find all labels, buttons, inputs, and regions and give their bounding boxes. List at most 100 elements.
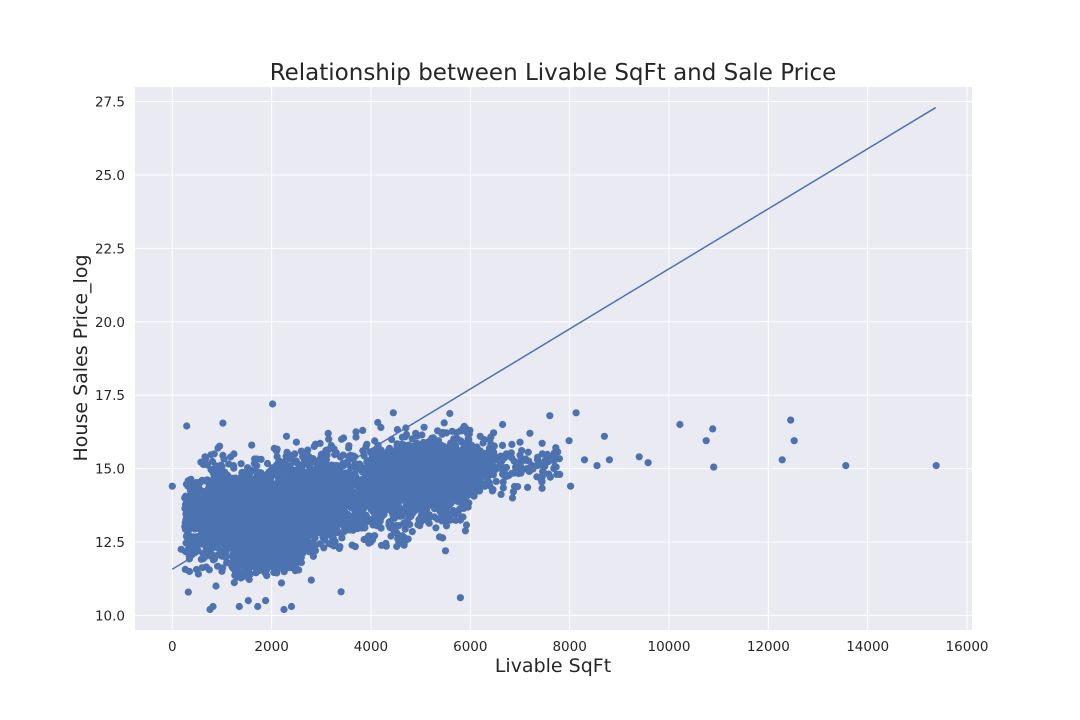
data-point <box>231 566 239 574</box>
data-point <box>225 460 233 468</box>
data-point <box>446 409 454 418</box>
data-point <box>233 573 241 581</box>
data-point <box>248 499 256 508</box>
data-point <box>297 513 305 521</box>
data-point <box>296 471 304 479</box>
data-point <box>198 564 206 572</box>
data-point <box>393 542 401 551</box>
data-point <box>276 480 284 488</box>
data-point <box>257 455 265 463</box>
data-point <box>356 461 365 469</box>
data-point <box>255 485 263 493</box>
data-point <box>407 512 415 521</box>
data-point <box>245 549 253 558</box>
data-point <box>437 515 446 524</box>
data-point <box>431 513 439 521</box>
data-point <box>432 524 440 532</box>
data-point <box>290 531 298 539</box>
data-point <box>336 543 344 551</box>
data-point <box>326 515 334 523</box>
data-point <box>282 452 290 460</box>
data-point <box>464 430 472 438</box>
data-point <box>197 524 205 532</box>
data-point <box>259 471 267 479</box>
data-point <box>309 552 317 560</box>
data-point <box>351 463 359 471</box>
data-point <box>211 525 219 533</box>
data-point <box>291 466 299 474</box>
data-point <box>230 464 238 472</box>
data-point <box>265 488 273 496</box>
data-point <box>209 532 217 540</box>
data-point <box>184 482 192 490</box>
data-point <box>305 528 313 536</box>
data-point <box>427 443 435 451</box>
data-point <box>353 525 362 533</box>
data-point <box>252 474 260 482</box>
data-point <box>300 481 308 490</box>
data-point <box>254 532 262 541</box>
data-point <box>338 505 346 513</box>
data-point <box>203 461 211 469</box>
data-point <box>402 430 411 439</box>
data-point <box>352 433 360 441</box>
data-point <box>257 540 265 548</box>
data-point <box>208 484 216 493</box>
data-point <box>240 482 248 490</box>
data-point <box>435 491 443 499</box>
data-point <box>324 429 332 437</box>
data-point <box>253 462 261 470</box>
data-point <box>368 450 376 458</box>
data-point <box>308 511 316 519</box>
data-point <box>297 526 305 534</box>
data-point <box>237 460 245 468</box>
data-point <box>274 554 282 562</box>
data-point <box>237 492 245 500</box>
data-point <box>261 555 269 563</box>
data-point <box>399 540 407 548</box>
data-point <box>265 482 273 490</box>
data-point <box>222 517 230 525</box>
data-point <box>420 423 428 431</box>
data-point <box>322 485 330 493</box>
data-point <box>387 517 395 525</box>
data-point <box>214 516 222 524</box>
data-point <box>282 544 291 552</box>
data-point <box>228 552 236 560</box>
data-point <box>285 467 293 476</box>
data-point <box>271 470 279 478</box>
data-point <box>299 450 307 458</box>
data-point <box>285 525 293 533</box>
data-point <box>358 478 366 486</box>
data-point <box>364 517 372 526</box>
data-point <box>312 440 320 448</box>
data-point <box>252 505 260 513</box>
data-point <box>189 517 197 525</box>
data-point <box>288 554 296 562</box>
data-point <box>387 532 395 540</box>
data-point <box>263 501 271 509</box>
data-point <box>217 461 225 469</box>
data-point <box>331 465 339 473</box>
data-point <box>308 486 316 494</box>
data-point <box>414 502 422 510</box>
data-point <box>205 566 213 574</box>
data-point <box>359 426 367 434</box>
data-point <box>415 516 423 524</box>
data-point <box>245 534 253 542</box>
data-point <box>314 519 322 527</box>
data-point <box>402 497 410 505</box>
data-point <box>238 546 246 554</box>
data-point <box>389 511 397 519</box>
data-point <box>269 506 277 514</box>
data-point <box>343 458 351 466</box>
data-point <box>224 478 232 486</box>
data-point <box>460 422 468 430</box>
data-point <box>220 502 228 510</box>
data-point <box>308 502 316 510</box>
data-point <box>191 504 199 512</box>
data-point <box>194 533 202 541</box>
data-point <box>401 525 409 533</box>
data-point <box>346 491 354 499</box>
